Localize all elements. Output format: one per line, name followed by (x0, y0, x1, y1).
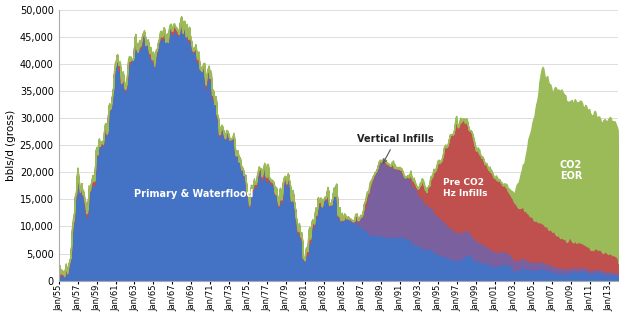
Text: Vertical Infills: Vertical Infills (358, 134, 434, 163)
Text: Pre CO2
Hz Infills: Pre CO2 Hz Infills (443, 178, 487, 198)
Text: CO2
EOR: CO2 EOR (560, 160, 582, 181)
Y-axis label: bbls/d (gross): bbls/d (gross) (6, 109, 16, 181)
Text: Primary & Waterflood: Primary & Waterflood (135, 189, 254, 199)
